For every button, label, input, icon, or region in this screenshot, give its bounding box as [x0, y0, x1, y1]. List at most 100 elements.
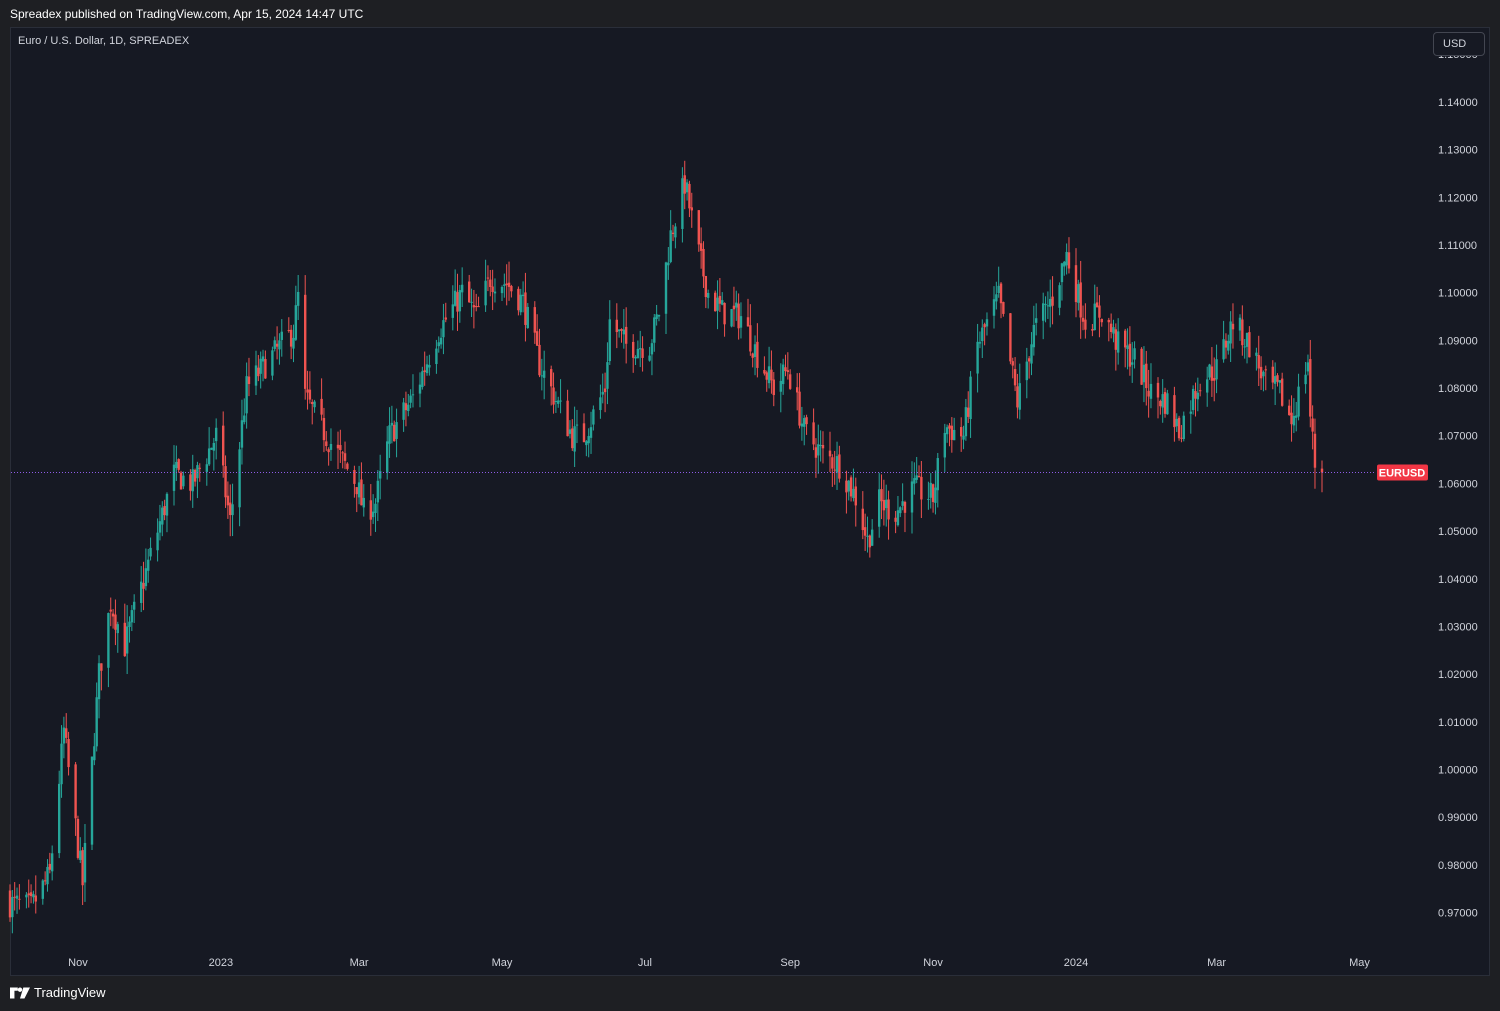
candle-body [557, 400, 560, 404]
candle-body [355, 487, 358, 495]
y-tick-label: 1.09000 [1438, 335, 1478, 347]
candle-body [735, 302, 738, 308]
candle-body [360, 479, 363, 506]
candle-body [1060, 263, 1064, 283]
candle-body [1215, 359, 1218, 380]
candle-body [1222, 339, 1225, 360]
candle-body [311, 402, 314, 405]
candle-body [329, 443, 333, 450]
candle-body [1091, 329, 1094, 331]
candle-body [175, 461, 178, 469]
tradingview-logo[interactable]: TradingView [10, 985, 106, 1000]
candle-body [11, 897, 14, 918]
candle-body [470, 301, 473, 303]
candle-body [1065, 251, 1068, 266]
candle-body [191, 469, 194, 492]
candle-body [641, 348, 644, 358]
candle-body [264, 359, 267, 379]
candle-body [617, 329, 621, 332]
candle-body [423, 370, 426, 373]
candle-body [125, 626, 129, 654]
candle-body [1149, 383, 1153, 399]
currency-button[interactable]: USD [1433, 32, 1485, 56]
x-tick-label: 2023 [209, 957, 233, 969]
candle-body [1156, 382, 1160, 398]
candle-body [878, 489, 881, 527]
candle-body [460, 284, 464, 293]
candle-body [1051, 296, 1054, 306]
candle-body [13, 896, 16, 898]
candle-body [1147, 390, 1150, 397]
candle-body [978, 342, 982, 344]
candle-body [964, 407, 968, 437]
candle-body [1112, 327, 1115, 334]
candle-body [100, 663, 103, 671]
candle-body [910, 481, 914, 513]
candle-body [767, 366, 771, 384]
candle-body [1173, 395, 1176, 428]
candle-body [437, 342, 440, 347]
candle-body [749, 325, 752, 352]
candle-body [76, 819, 80, 858]
candle-body [322, 418, 326, 441]
x-tick-label: 2024 [1064, 957, 1088, 969]
candle-body [702, 248, 705, 277]
candle-body [1027, 358, 1031, 362]
candle-body [1140, 348, 1143, 385]
candle-body [805, 417, 808, 425]
candle-body [362, 497, 365, 508]
candle-body [1309, 359, 1312, 417]
candle-body [983, 324, 986, 328]
x-tick-label: May [1349, 957, 1370, 969]
candle-body [1107, 319, 1110, 323]
y-tick-label: 0.98000 [1438, 860, 1478, 872]
candle-body [592, 409, 595, 425]
y-tick-label: 0.99000 [1438, 812, 1478, 824]
candle-body [885, 499, 888, 509]
tradingview-wordmark: TradingView [34, 985, 106, 1000]
candle-body [193, 469, 197, 482]
tradingview-icon [10, 986, 30, 999]
candle-body [753, 344, 757, 357]
candle-body [1241, 319, 1244, 346]
candle-body [812, 422, 815, 445]
candle-body [346, 463, 349, 469]
candle-body [226, 495, 230, 506]
candle-body [589, 427, 593, 438]
x-tick-label: May [492, 957, 513, 969]
candle-body [1227, 340, 1230, 351]
candle-body [254, 365, 258, 386]
candle-body [165, 493, 169, 516]
candle-body [177, 459, 180, 470]
candle-body [960, 427, 963, 437]
candle-body [817, 444, 820, 456]
candle-body [737, 303, 740, 329]
candle-body [685, 182, 689, 193]
candle-body [273, 340, 276, 349]
candle-body [849, 477, 853, 497]
candle-body [8, 890, 12, 918]
candle-body [1259, 366, 1263, 379]
candle-body [882, 499, 886, 511]
candle-body [1210, 366, 1214, 381]
candle-body [1016, 386, 1019, 408]
candle-body [575, 424, 579, 426]
candle-body [880, 489, 883, 502]
candle-body [632, 341, 635, 358]
candle-body [1049, 298, 1052, 307]
candle-body [1159, 400, 1162, 407]
candle-body [657, 314, 661, 317]
candle-body [1191, 388, 1195, 411]
candle-body [1290, 412, 1293, 425]
candle-body [411, 394, 415, 396]
candle-body [798, 391, 801, 426]
candle-body [1313, 433, 1317, 468]
candle-body [920, 476, 923, 500]
candle-body [451, 304, 454, 318]
candle-body [950, 425, 954, 440]
chart-pane[interactable] [10, 27, 1490, 976]
candle-body [1180, 437, 1183, 439]
last-price-label-bg [1377, 464, 1428, 481]
candle-body [854, 486, 857, 506]
